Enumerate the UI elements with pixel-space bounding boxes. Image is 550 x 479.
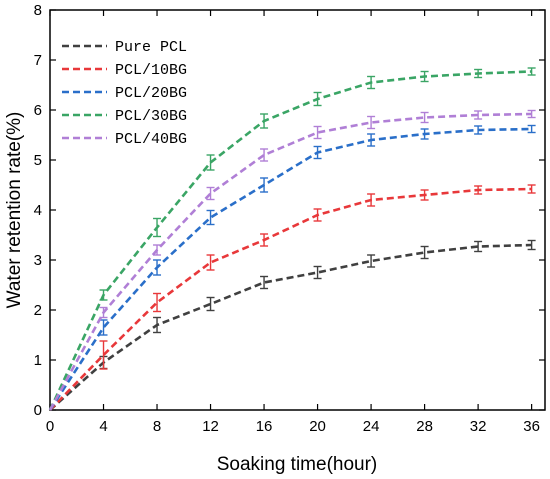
error-bar-3-9: [527, 67, 536, 76]
error-bar-0-2: [153, 316, 162, 334]
y-tick-label-1: 1: [34, 352, 42, 369]
error-bar-3-6: [367, 75, 376, 90]
y-tick-label-2: 2: [34, 302, 42, 319]
error-bar-2-4: [260, 177, 269, 193]
error-bar-3-3: [206, 154, 215, 171]
error-bar-2-9: [527, 124, 536, 134]
x-tick-label-0: 0: [46, 418, 54, 435]
legend: Pure PCL PCL/10BG PCL/20BG PCL/30BG PCL/40BG: [62, 39, 187, 148]
y-tick-label-5: 5: [34, 152, 42, 169]
error-bar-1-8: [474, 185, 483, 195]
legend-label-3: PCL/30BG: [115, 108, 187, 125]
y-tick-label-3: 3: [34, 252, 42, 269]
legend-item-1: PCL/10BG: [62, 62, 187, 79]
x-tick-label-1: 4: [99, 418, 107, 435]
legend-label-4: PCL/40BG: [115, 131, 187, 148]
legend-item-0: Pure PCL: [62, 39, 187, 56]
legend-label-0: Pure PCL: [115, 39, 187, 56]
x-axis-title: Soaking time(hour): [217, 454, 378, 475]
error-bar-4-5: [313, 125, 322, 140]
legend-item-3: PCL/30BG: [62, 108, 187, 125]
error-bar-2-7: [420, 128, 429, 140]
series-line-2: [48, 127, 532, 411]
x-tick-label-3: 12: [202, 418, 219, 435]
error-bar-4-2: [153, 244, 162, 256]
error-bar-2-2: [153, 259, 162, 276]
error-bar-0-3: [206, 296, 215, 312]
error-bar-4-8: [474, 110, 483, 120]
error-bar-1-3: [206, 254, 215, 271]
series-4: [48, 109, 536, 411]
error-bar-3-4: [260, 113, 269, 129]
series-2: [48, 124, 536, 411]
error-bar-1-5: [313, 208, 322, 222]
error-bar-0-5: [313, 265, 322, 280]
x-tick-label-2: 8: [153, 418, 161, 435]
error-bar-0-7: [420, 245, 429, 260]
series-line-0: [49, 243, 532, 411]
y-tick-label-7: 7: [34, 52, 42, 69]
series-line-3: [48, 70, 532, 411]
error-bar-4-3: [206, 186, 215, 201]
error-bar-4-1: [99, 306, 108, 319]
error-bar-4-7: [420, 111, 429, 124]
error-bar-0-8: [474, 240, 483, 253]
error-bar-1-2: [153, 292, 162, 313]
x-tick-label-9: 36: [523, 418, 540, 435]
y-axis-title: Water retention rate(%): [4, 112, 25, 309]
error-bar-0-4: [260, 275, 269, 290]
series-layer: [48, 67, 536, 411]
series-0: [49, 239, 536, 411]
error-bar-3-8: [474, 68, 483, 79]
y-tick-label-0: 0: [34, 402, 42, 419]
x-tick-label-8: 32: [470, 418, 487, 435]
error-bar-0-6: [367, 254, 376, 268]
error-bar-4-4: [260, 148, 269, 162]
x-tick-label-7: 28: [416, 418, 433, 435]
y-tick-label-4: 4: [34, 202, 42, 219]
error-bar-2-6: [367, 133, 376, 147]
error-bar-4-6: [367, 115, 376, 130]
error-bar-0-9: [527, 239, 536, 251]
error-bar-2-5: [313, 145, 322, 160]
error-bar-1-4: [260, 233, 269, 247]
x-tick-label-6: 24: [363, 418, 380, 435]
error-bar-1-1: [99, 340, 108, 370]
series-1: [49, 184, 536, 411]
error-bar-3-7: [420, 70, 429, 83]
series-line-1: [49, 187, 532, 411]
x-tick-label-4: 16: [256, 418, 273, 435]
legend-item-2: PCL/20BG: [62, 85, 187, 102]
error-bar-4-9: [527, 109, 536, 119]
error-bar-2-3: [206, 209, 215, 226]
error-bar-1-6: [367, 193, 376, 207]
x-tick-label-5: 20: [309, 418, 326, 435]
y-tick-label-8: 8: [34, 2, 42, 19]
error-bar-3-1: [99, 289, 108, 301]
error-bar-2-8: [474, 125, 483, 135]
legend-item-4: PCL/40BG: [62, 131, 187, 148]
error-bar-1-7: [420, 189, 429, 201]
error-bar-1-9: [527, 184, 536, 194]
error-bar-3-2: [153, 217, 162, 238]
error-bar-3-5: [313, 91, 322, 107]
legend-label-2: PCL/20BG: [115, 85, 187, 102]
series-line-4: [48, 112, 532, 411]
y-tick-label-6: 6: [34, 102, 42, 119]
legend-label-1: PCL/10BG: [115, 62, 187, 79]
series-3: [48, 67, 536, 411]
